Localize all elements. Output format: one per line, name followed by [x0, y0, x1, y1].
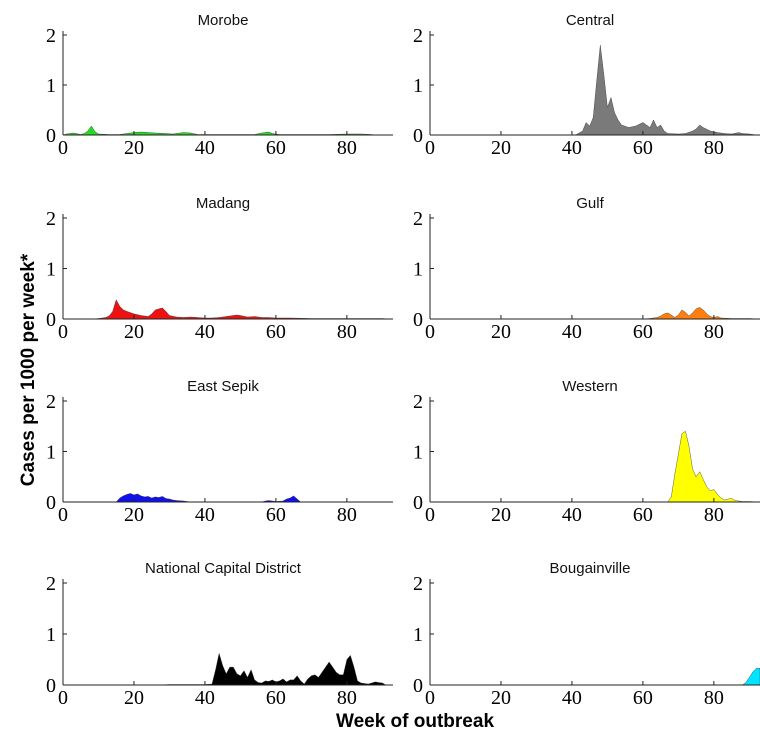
x-tick-label: 80 — [337, 504, 357, 526]
y-tick-label: 2 — [413, 391, 423, 413]
x-tick-label: 40 — [195, 504, 215, 526]
x-tick-label: 80 — [704, 504, 724, 526]
x-tick-label: 20 — [491, 137, 511, 159]
area-series — [91, 299, 390, 319]
x-tick-label: 60 — [266, 504, 286, 526]
panel-title: East Sepik — [187, 378, 259, 395]
x-tick-label: 0 — [58, 137, 68, 159]
x-tick-label: 0 — [58, 687, 68, 709]
x-tick-label: 60 — [633, 687, 653, 709]
x-tick-label: 40 — [562, 504, 582, 526]
y-tick-label: 0 — [46, 675, 56, 697]
y-tick-label: 0 — [413, 309, 423, 331]
x-tick-label: 20 — [491, 504, 511, 526]
y-tick-label: 1 — [46, 259, 56, 281]
x-tick-label: 60 — [633, 504, 653, 526]
y-tick-label: 1 — [46, 442, 56, 464]
x-tick-label: 40 — [562, 321, 582, 343]
panel-title: Central — [566, 12, 614, 29]
panel-title: National Capital District — [145, 560, 302, 577]
y-tick-label: 2 — [46, 391, 56, 413]
x-tick-label: 80 — [704, 687, 724, 709]
y-tick-label: 0 — [413, 492, 423, 514]
x-tick-label: 80 — [337, 687, 357, 709]
x-tick-label: 20 — [124, 687, 144, 709]
x-tick-label: 40 — [195, 321, 215, 343]
area-series — [63, 125, 376, 135]
panel-title: Western — [562, 378, 618, 395]
y-axis-label: Cases per 1000 per week* — [18, 253, 39, 486]
area-series — [667, 430, 760, 502]
x-tick-label: 0 — [425, 137, 435, 159]
panel-title: Morobe — [198, 12, 249, 29]
x-tick-label: 40 — [195, 687, 215, 709]
y-tick-label: 0 — [46, 492, 56, 514]
y-tick-label: 2 — [413, 573, 423, 595]
x-tick-label: 60 — [633, 321, 653, 343]
y-tick-label: 0 — [413, 125, 423, 147]
panel-title: Madang — [196, 195, 250, 212]
x-tick-label: 20 — [124, 504, 144, 526]
y-tick-label: 2 — [413, 25, 423, 47]
area-series — [158, 653, 387, 685]
x-axis-label: Week of outbreak — [336, 711, 494, 732]
x-tick-label: 60 — [266, 687, 286, 709]
y-tick-label: 2 — [46, 208, 56, 230]
x-tick-label: 0 — [58, 321, 68, 343]
x-tick-label: 0 — [425, 321, 435, 343]
area-series — [115, 493, 302, 502]
y-tick-label: 0 — [46, 125, 56, 147]
y-tick-label: 1 — [46, 624, 56, 646]
x-tick-label: 0 — [425, 687, 435, 709]
y-tick-label: 2 — [46, 25, 56, 47]
y-tick-label: 0 — [46, 309, 56, 331]
x-tick-label: 40 — [562, 137, 582, 159]
x-tick-label: 80 — [337, 137, 357, 159]
y-tick-label: 2 — [46, 573, 56, 595]
x-tick-label: 20 — [491, 321, 511, 343]
area-series — [642, 307, 760, 319]
x-tick-label: 20 — [124, 137, 144, 159]
x-tick-label: 0 — [425, 504, 435, 526]
panel-title: Gulf — [576, 195, 604, 212]
area-series — [741, 668, 760, 685]
panel-title: Bougainville — [550, 560, 631, 577]
x-tick-label: 60 — [266, 137, 286, 159]
x-tick-label: 20 — [491, 687, 511, 709]
x-tick-label: 80 — [337, 321, 357, 343]
x-tick-label: 0 — [58, 504, 68, 526]
x-tick-label: 60 — [266, 321, 286, 343]
y-tick-label: 1 — [46, 75, 56, 97]
y-tick-label: 2 — [413, 208, 423, 230]
area-series — [575, 44, 757, 135]
x-tick-label: 40 — [562, 687, 582, 709]
y-tick-label: 0 — [413, 675, 423, 697]
x-tick-label: 40 — [195, 137, 215, 159]
y-tick-label: 1 — [413, 75, 423, 97]
y-tick-label: 1 — [413, 442, 423, 464]
y-tick-label: 1 — [413, 624, 423, 646]
y-tick-label: 1 — [413, 259, 423, 281]
x-tick-label: 80 — [704, 321, 724, 343]
x-tick-label: 80 — [704, 137, 724, 159]
x-tick-label: 20 — [124, 321, 144, 343]
x-tick-label: 60 — [633, 137, 653, 159]
